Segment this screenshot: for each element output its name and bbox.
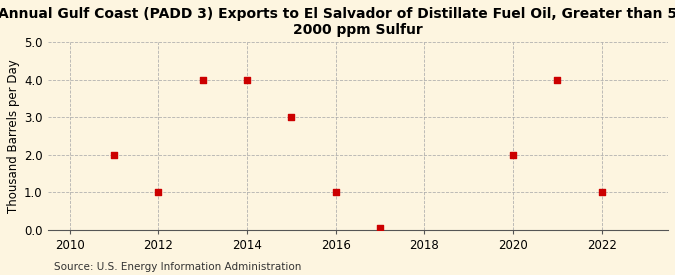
- Point: [109, 153, 119, 157]
- Text: Source: U.S. Energy Information Administration: Source: U.S. Energy Information Administ…: [54, 262, 301, 272]
- Point: [153, 190, 164, 194]
- Y-axis label: Thousand Barrels per Day: Thousand Barrels per Day: [7, 59, 20, 213]
- Point: [242, 78, 252, 82]
- Point: [375, 226, 385, 230]
- Point: [286, 115, 297, 120]
- Point: [197, 78, 208, 82]
- Point: [330, 190, 341, 194]
- Point: [508, 153, 518, 157]
- Point: [596, 190, 607, 194]
- Point: [552, 78, 563, 82]
- Title: Annual Gulf Coast (PADD 3) Exports to El Salvador of Distillate Fuel Oil, Greate: Annual Gulf Coast (PADD 3) Exports to El…: [0, 7, 675, 37]
